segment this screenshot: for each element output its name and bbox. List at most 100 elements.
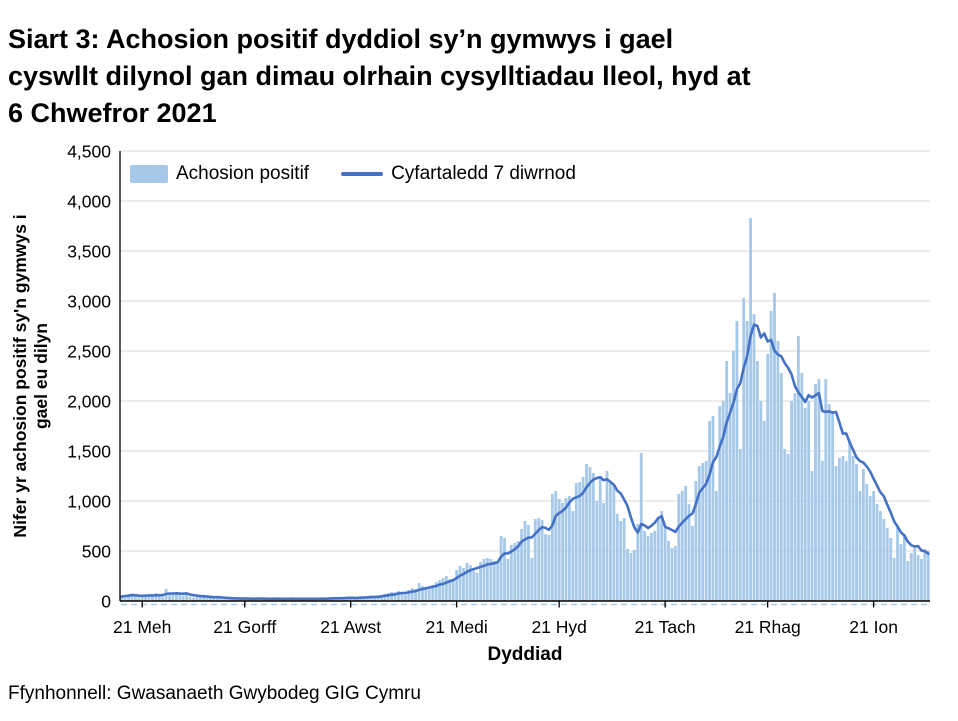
bar	[626, 549, 629, 601]
bar	[209, 598, 212, 601]
bar	[838, 458, 841, 601]
y-tick-label: 1,500	[67, 442, 111, 462]
bar	[899, 544, 903, 601]
y-tick-label: 2,000	[67, 392, 111, 412]
bar	[868, 496, 872, 601]
bar	[704, 461, 708, 601]
legend-item-positive-cases: Achosion positif	[130, 163, 309, 185]
legend: Achosion positif Cyfartaledd 7 diwrnod	[130, 163, 576, 185]
bar	[181, 595, 185, 601]
bar	[786, 454, 790, 601]
bar	[520, 529, 523, 601]
bar	[677, 494, 681, 601]
bar	[574, 483, 578, 601]
bar	[550, 494, 554, 601]
bar	[195, 597, 199, 601]
bar	[824, 379, 828, 601]
bar	[564, 498, 568, 601]
bar	[222, 598, 226, 601]
bar	[427, 589, 431, 601]
bar	[728, 393, 732, 601]
bar	[773, 293, 776, 601]
bar	[533, 519, 537, 601]
bar	[233, 599, 236, 601]
bar	[390, 592, 394, 601]
y-tick-label: 2,500	[67, 342, 111, 362]
bar	[793, 393, 797, 601]
legend-label-positive-cases: Achosion positif	[176, 163, 310, 184]
bar	[834, 466, 838, 601]
bar	[797, 336, 800, 601]
bar	[615, 514, 619, 601]
bar	[568, 496, 571, 601]
bar	[636, 524, 640, 601]
bar	[708, 421, 711, 601]
bar	[229, 598, 233, 601]
bar	[766, 354, 770, 601]
bar	[198, 596, 202, 601]
bar	[673, 546, 677, 601]
bar	[260, 599, 264, 601]
bar	[714, 491, 718, 601]
bar	[879, 511, 882, 601]
x-tick-label: 21 Awst	[320, 617, 381, 637]
bar	[892, 558, 896, 601]
bar	[185, 595, 189, 601]
bar	[455, 570, 459, 601]
bar	[738, 449, 742, 601]
bar	[468, 565, 472, 601]
bar	[701, 463, 705, 601]
bar	[745, 321, 749, 601]
bar	[694, 481, 698, 601]
chart-title-line-1: Siart 3: Achosion positif dyddiol sy’n g…	[8, 24, 674, 55]
bar	[697, 466, 701, 601]
x-tick-label: 21 Gorff	[213, 617, 276, 637]
legend-label-7day-average: Cyfartaledd 7 diwrnod	[391, 163, 576, 184]
bar	[803, 408, 807, 601]
bar	[434, 582, 438, 601]
bar	[161, 596, 165, 601]
y-axis-tick-labels: 0 500 1,000 1,500 2,000 2,500 3,000 3,500 4,000 4…	[67, 142, 111, 612]
bar	[882, 519, 886, 601]
bar	[578, 482, 582, 601]
bar	[909, 553, 913, 601]
bar	[841, 456, 845, 601]
bar	[417, 583, 421, 601]
bar	[643, 531, 647, 601]
bar	[844, 461, 848, 601]
bar	[896, 528, 899, 601]
x-axis-title: Dyddiad	[487, 644, 563, 665]
y-tick-label: 3,500	[67, 242, 111, 262]
bar	[373, 596, 377, 601]
bar	[814, 384, 817, 601]
bar	[547, 535, 551, 601]
bar	[414, 589, 418, 601]
x-tick-label: 21 Rhag	[735, 617, 801, 637]
bar	[496, 563, 500, 601]
y-axis-title-line-1: Nifer yr achosion positif sy'n gymwys i	[10, 214, 30, 538]
bar	[407, 590, 411, 601]
bar	[561, 503, 564, 601]
bar	[783, 449, 787, 601]
bar	[646, 536, 650, 601]
bar	[591, 473, 595, 601]
bar	[653, 531, 657, 601]
bar	[855, 464, 858, 601]
bar	[595, 501, 599, 601]
bar	[619, 521, 623, 601]
bar	[810, 471, 814, 601]
bar	[410, 588, 414, 601]
gridlines	[120, 150, 930, 552]
bar	[359, 597, 363, 601]
bar	[629, 553, 633, 601]
bar	[800, 373, 804, 601]
y-tick-label: 500	[82, 542, 111, 562]
bar	[205, 597, 209, 601]
y-tick-label: 4,500	[67, 142, 111, 162]
bar	[711, 416, 715, 601]
bar	[212, 598, 216, 601]
bar	[147, 594, 151, 601]
bar	[544, 534, 547, 601]
bar	[393, 592, 397, 601]
